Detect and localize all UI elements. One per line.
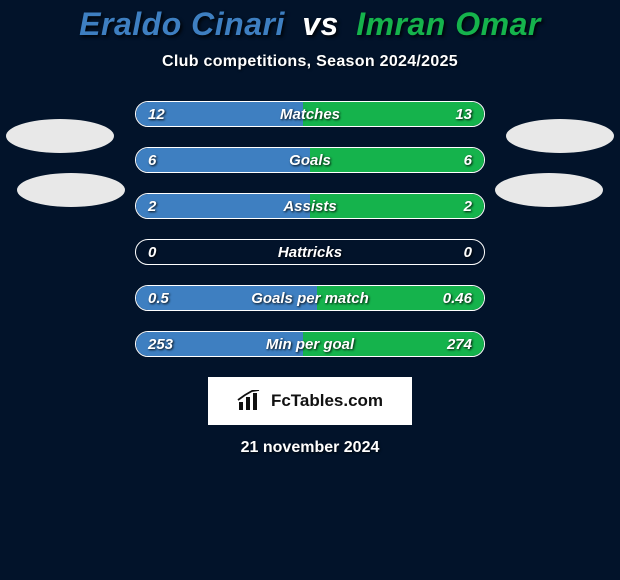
right-value: 0: [464, 240, 472, 264]
chart-icon: [237, 390, 265, 412]
stat-row: 22Assists: [135, 193, 485, 219]
left-fill: [136, 194, 310, 218]
subtitle: Club competitions, Season 2024/2025: [0, 53, 620, 71]
left-value: 0.5: [148, 286, 169, 310]
stat-row: 253274Min per goal: [135, 331, 485, 357]
right-value: 13: [455, 102, 472, 126]
right-fill: [310, 194, 484, 218]
date-text: 21 november 2024: [0, 439, 620, 457]
stat-row: 1213Matches: [135, 101, 485, 127]
right-value: 274: [447, 332, 472, 356]
stat-rows: 1213Matches66Goals22Assists00Hattricks0.…: [135, 101, 485, 357]
avatar-placeholder: [495, 173, 603, 207]
left-value: 6: [148, 148, 156, 172]
attribution-badge: FcTables.com: [208, 377, 412, 425]
left-value: 253: [148, 332, 173, 356]
left-value: 12: [148, 102, 165, 126]
left-fill: [136, 148, 310, 172]
vs-text: vs: [302, 6, 339, 42]
stat-row: 0 0Hattricks: [135, 239, 485, 265]
right-value: 6: [464, 148, 472, 172]
title: Eraldo Cinari vs Imran Omar: [0, 0, 620, 43]
stat-label: Hattricks: [136, 240, 484, 264]
attribution-text: FcTables.com: [271, 391, 383, 411]
right-value: 2: [464, 194, 472, 218]
comparison-infographic: Eraldo Cinari vs Imran Omar Club competi…: [0, 0, 620, 580]
stat-row: 66Goals: [135, 147, 485, 173]
avatar-placeholder: [6, 119, 114, 153]
right-fill: [310, 148, 484, 172]
avatar-placeholder: [506, 119, 614, 153]
right-value: 0.46: [443, 286, 472, 310]
avatar-placeholder: [17, 173, 125, 207]
stat-row: 0.50.46Goals per match: [135, 285, 485, 311]
player2-name: Imran Omar: [356, 6, 541, 42]
player1-name: Eraldo Cinari: [79, 6, 285, 42]
left-value: 0: [148, 240, 156, 264]
left-value: 2: [148, 194, 156, 218]
